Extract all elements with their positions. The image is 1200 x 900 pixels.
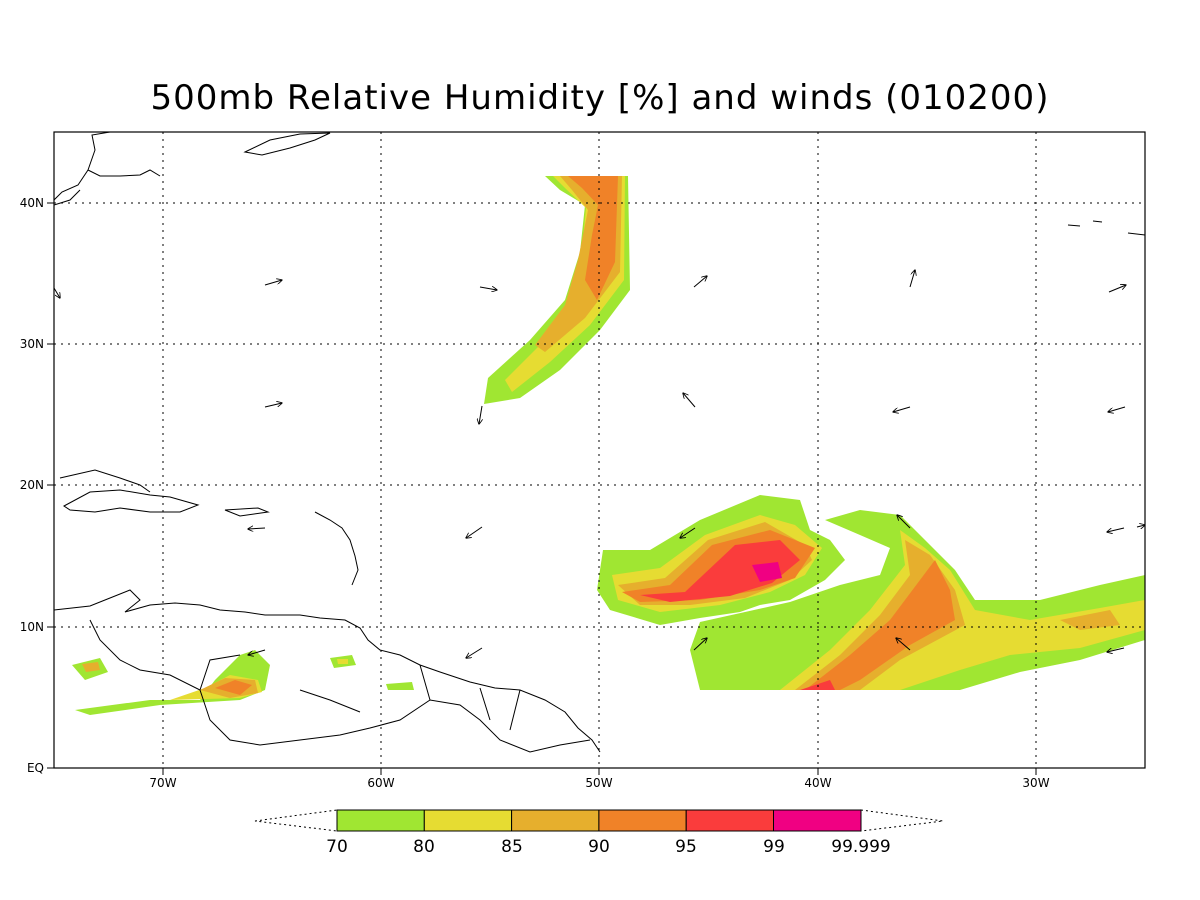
wind-arrow: [248, 528, 266, 529]
coast-cuba: [59, 469, 151, 493]
colorbar-left-extension: [254, 809, 338, 832]
colorbar-label: 90: [588, 837, 610, 857]
wind-arrow: [479, 405, 482, 424]
wind-arrow: [1108, 285, 1126, 293]
rh-carib-70: [75, 650, 270, 715]
wind-arrow: [264, 403, 282, 408]
coast-venezuela-colombia: [54, 589, 601, 753]
longitude-labels: 70W 60W 50W 40W 30W: [149, 776, 1049, 790]
colorbar-swatch: [511, 809, 600, 832]
wind-arrow: [896, 638, 911, 651]
wind-arrow: [693, 276, 707, 288]
colorbar-label: 80: [413, 837, 435, 857]
wind-vectors: [53, 270, 1145, 658]
rh-east-90b: [1060, 610, 1120, 630]
lat-label: EQ: [27, 761, 44, 775]
colorbar-swatch: [598, 809, 687, 832]
wind-arrow: [897, 515, 911, 529]
wind-arrow: [909, 270, 915, 288]
wind-arrow: [479, 287, 497, 290]
rh-central-99: [752, 562, 782, 582]
wind-arrow: [683, 393, 696, 408]
colorbar: 70 80 85 90 95 99 99.999: [254, 809, 944, 857]
colorbar-swatch: [773, 809, 862, 832]
rh-central-95: [640, 540, 800, 602]
rh-carib-w-85: [82, 662, 100, 672]
colorbar-label: 70: [326, 837, 348, 857]
coast-puerto-rico: [224, 507, 270, 517]
colorbar-swatch: [685, 809, 775, 832]
coast-azores: [1067, 220, 1145, 236]
lat-label: 30N: [20, 337, 44, 351]
wind-arrow: [264, 280, 282, 286]
coast-borders: [199, 654, 521, 731]
colorbar-label: 95: [675, 837, 697, 857]
coast-north-america: [54, 132, 161, 206]
lon-label: 70W: [149, 776, 176, 790]
colorbar-swatch: [423, 809, 513, 832]
wind-arrow: [1136, 525, 1145, 527]
wind-arrow: [693, 638, 707, 651]
coast-nova-scotia: [243, 132, 331, 156]
rh-carib-c-80: [337, 659, 348, 664]
wind-arrow: [893, 406, 911, 412]
rh-carib-e-70: [386, 682, 414, 690]
colorbar-label: 99: [763, 837, 785, 857]
rh-plume-north-90: [568, 176, 618, 300]
latitude-labels: EQ 10N 20N 30N 40N: [20, 196, 44, 775]
colorbar-label: 99.999: [831, 837, 890, 857]
wind-arrow: [1108, 406, 1126, 412]
colorbar-swatch: [336, 809, 425, 832]
wind-arrow: [248, 649, 266, 655]
coast-lesser-antilles: [314, 511, 359, 586]
lon-label: 40W: [804, 776, 831, 790]
wind-arrow: [1107, 647, 1125, 652]
wind-arrow: [680, 527, 696, 538]
wind-arrow: [466, 526, 483, 538]
map-title: 500mb Relative Humidity [%] and winds (0…: [150, 78, 1050, 118]
rh-carib-90: [215, 680, 252, 695]
lon-label: 30W: [1022, 776, 1049, 790]
wind-arrow: [466, 647, 483, 658]
rh-east-90: [805, 560, 955, 690]
lon-label: 60W: [367, 776, 394, 790]
colorbar-right-extension: [860, 809, 944, 832]
wind-arrow: [1107, 527, 1125, 532]
tick-marks: [47, 202, 1037, 775]
coast-south-america-interior: [89, 619, 591, 753]
gridlines: [54, 132, 1145, 768]
coast-hispaniola: [63, 489, 200, 513]
humidity-shading: [72, 176, 1145, 715]
lat-label: 20N: [20, 478, 44, 492]
colorbar-label: 85: [501, 837, 523, 857]
lon-label: 50W: [585, 776, 612, 790]
lat-label: 10N: [20, 620, 44, 634]
wind-arrow: [53, 287, 60, 298]
lat-label: 40N: [20, 196, 44, 210]
coastlines: [54, 132, 1145, 753]
